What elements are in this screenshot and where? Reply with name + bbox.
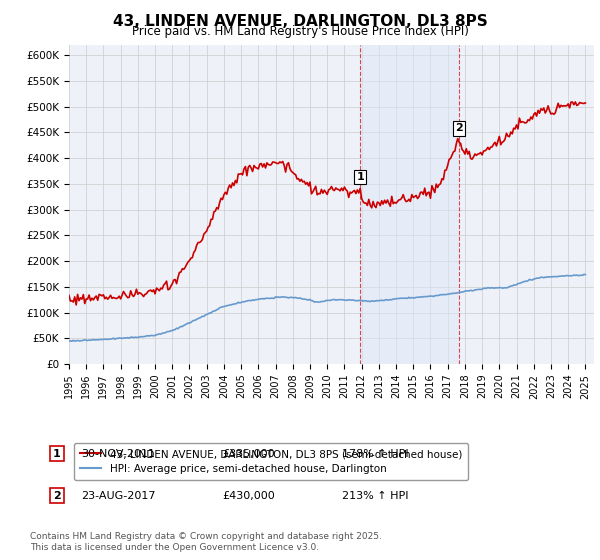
Text: Price paid vs. HM Land Registry's House Price Index (HPI): Price paid vs. HM Land Registry's House … (131, 25, 469, 38)
Text: 178% ↑ HPI: 178% ↑ HPI (342, 449, 409, 459)
Legend: 43, LINDEN AVENUE, DARLINGTON, DL3 8PS (semi-detached house), HPI: Average price: 43, LINDEN AVENUE, DARLINGTON, DL3 8PS (… (74, 443, 468, 480)
Bar (360, 45, 459, 364)
Text: £430,000: £430,000 (222, 491, 275, 501)
Text: 213% ↑ HPI: 213% ↑ HPI (342, 491, 409, 501)
Text: 30-NOV-2011: 30-NOV-2011 (81, 449, 155, 459)
Text: 2: 2 (53, 491, 61, 501)
Text: 1: 1 (356, 172, 364, 182)
Text: 43, LINDEN AVENUE, DARLINGTON, DL3 8PS: 43, LINDEN AVENUE, DARLINGTON, DL3 8PS (113, 14, 487, 29)
Text: 23-AUG-2017: 23-AUG-2017 (81, 491, 155, 501)
Text: £335,000: £335,000 (222, 449, 275, 459)
Text: 1: 1 (53, 449, 61, 459)
Text: Contains HM Land Registry data © Crown copyright and database right 2025.
This d: Contains HM Land Registry data © Crown c… (30, 532, 382, 552)
Text: 2: 2 (455, 123, 463, 133)
